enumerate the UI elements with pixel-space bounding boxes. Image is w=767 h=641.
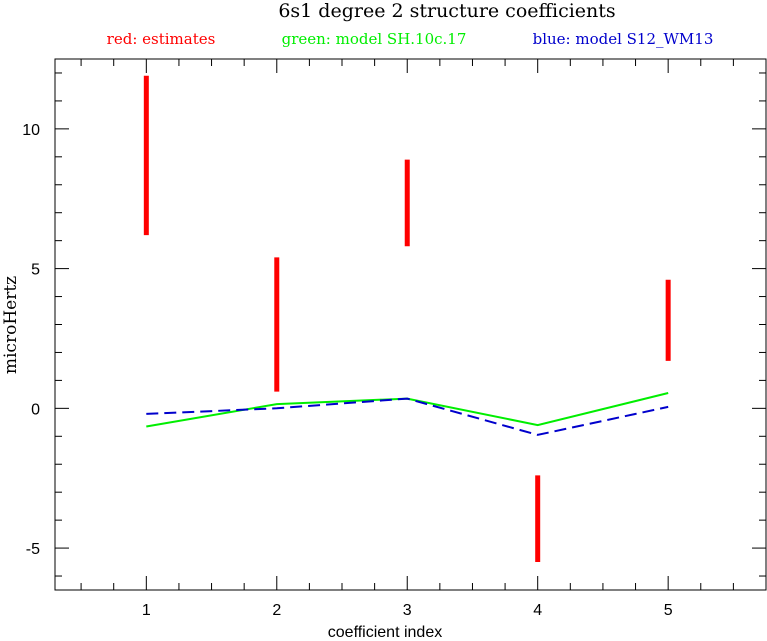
x-axis-label: coefficient index <box>328 624 442 641</box>
y-tick-label: -5 <box>26 541 40 558</box>
legend-model-s12wm13: blue: model S12_WM13 <box>533 30 714 48</box>
model-lines <box>146 392 669 436</box>
x-tick-label: 4 <box>533 602 542 619</box>
series-line-1 <box>146 397 669 436</box>
legend-model-sh10c17: green: model SH.10c.17 <box>282 30 467 48</box>
y-tick-label: 10 <box>22 122 40 139</box>
legend-estimates: red: estimates <box>107 30 216 48</box>
x-tick-label: 1 <box>142 602 151 619</box>
x-tick-label: 5 <box>664 602 673 619</box>
plot-frame <box>54 58 767 591</box>
x-tick-label: 3 <box>403 602 412 619</box>
chart-title: 6s1 degree 2 structure coefficients <box>278 0 615 22</box>
axis-ticks <box>55 59 767 590</box>
estimate-bars <box>143 75 671 563</box>
y-axis-label: microHertz <box>1 276 21 374</box>
x-tick-label: 2 <box>272 602 281 619</box>
y-tick-label: 5 <box>31 262 40 279</box>
tick-labels: 1 2 3 4 5 -5 0 5 10 <box>22 122 672 619</box>
y-tick-label: 0 <box>31 401 40 418</box>
